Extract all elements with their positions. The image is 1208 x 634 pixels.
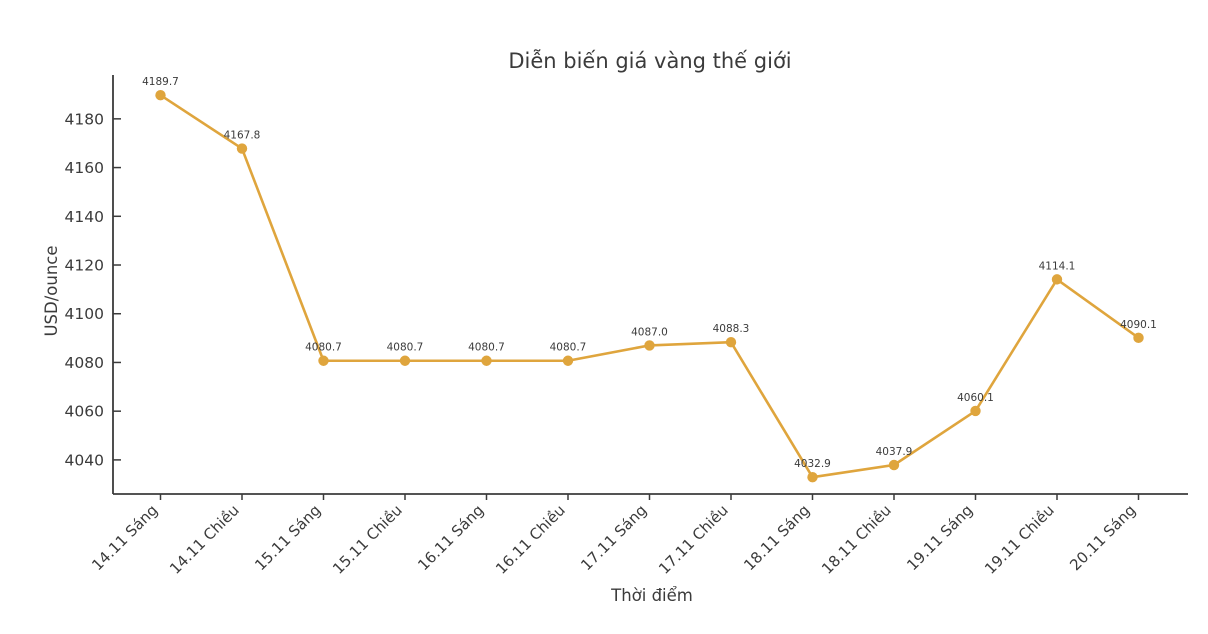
chart-title: Diễn biến giá vàng thế giới: [508, 48, 791, 73]
x-tick-label: 15.11 Chiều: [329, 501, 406, 578]
x-tick-label: 16.11 Sáng: [414, 501, 487, 574]
data-point-marker: [725, 337, 737, 348]
data-point-value-label: 4032.9: [794, 458, 831, 470]
x-tick-label: 17.11 Chiều: [655, 501, 732, 578]
price-line-series: [159, 93, 1140, 479]
x-tick-label: 20.11 Sáng: [1066, 501, 1139, 574]
data-point-marker: [1051, 274, 1063, 285]
data-point-marker: [562, 355, 574, 366]
x-tick-label: 18.11 Sáng: [740, 501, 813, 574]
x-tick-label: 14.11 Chiều: [166, 501, 243, 578]
data-point-marker: [1133, 332, 1144, 344]
x-tick-label: 19.11 Chiều: [981, 501, 1058, 578]
x-tick-label: 18.11 Chiều: [818, 501, 895, 578]
price-line: [159, 93, 1140, 479]
data-points: [155, 90, 1144, 483]
data-point-value-label: 4088.3: [713, 323, 750, 335]
data-point-marker: [970, 405, 981, 417]
data-point-value-label: 4114.1: [1039, 260, 1076, 272]
y-tick-label: 4040: [65, 451, 104, 469]
data-point-value-label: 4037.9: [876, 446, 913, 458]
x-tick-label: 17.11 Sáng: [577, 501, 650, 574]
x-tick-label: 19.11 Sáng: [903, 501, 976, 574]
data-point-marker: [318, 355, 329, 366]
y-tick-label: 4060: [65, 403, 104, 421]
y-axis-ticks: 4040 4060 4080 4100 4120 4140 4160 4180: [65, 110, 121, 469]
axes-spines: [112, 75, 1188, 495]
y-tick-label: 4140: [65, 208, 104, 226]
data-point-value-label: 4189.7: [142, 76, 179, 88]
data-point-marker: [644, 340, 655, 351]
data-point-marker: [807, 471, 818, 483]
y-tick-label: 4080: [65, 354, 104, 372]
y-axis-title: USD/ounce: [42, 245, 61, 336]
x-axis-ticks: 14.11 Sáng 14.11 Chiều 15.11 Sáng 15.11 Chi…: [88, 494, 1139, 578]
y-tick-label: 4180: [65, 110, 104, 128]
x-tick-label: 15.11 Sáng: [251, 501, 324, 574]
data-point-value-label: 4080.7: [387, 342, 424, 354]
data-point-marker: [888, 459, 900, 471]
x-tick-label: 16.11 Chiều: [492, 501, 569, 578]
data-point-marker: [155, 90, 166, 101]
y-tick-label: 4100: [65, 305, 104, 323]
data-point-value-label: 4080.7: [550, 342, 587, 354]
y-tick-label: 4120: [65, 257, 104, 275]
data-point-value-label: 4060.1: [957, 392, 994, 404]
data-point-value-label: 4090.1: [1120, 319, 1157, 331]
x-tick-label: 14.11 Sáng: [88, 501, 161, 574]
x-axis-title: Thời điểm: [610, 586, 693, 605]
data-point-marker: [481, 355, 492, 366]
y-tick-label: 4160: [65, 159, 104, 177]
data-point-labels: 4189.7 4167.8 4080.7 4080.7 4080.7 4080.7 4087…: [142, 76, 1157, 470]
data-point-marker: [236, 143, 248, 154]
data-point-marker: [399, 355, 411, 366]
data-point-value-label: 4080.7: [305, 342, 342, 354]
data-point-value-label: 4167.8: [224, 130, 261, 142]
data-point-value-label: 4087.0: [631, 326, 668, 338]
data-point-value-label: 4080.7: [468, 342, 505, 354]
